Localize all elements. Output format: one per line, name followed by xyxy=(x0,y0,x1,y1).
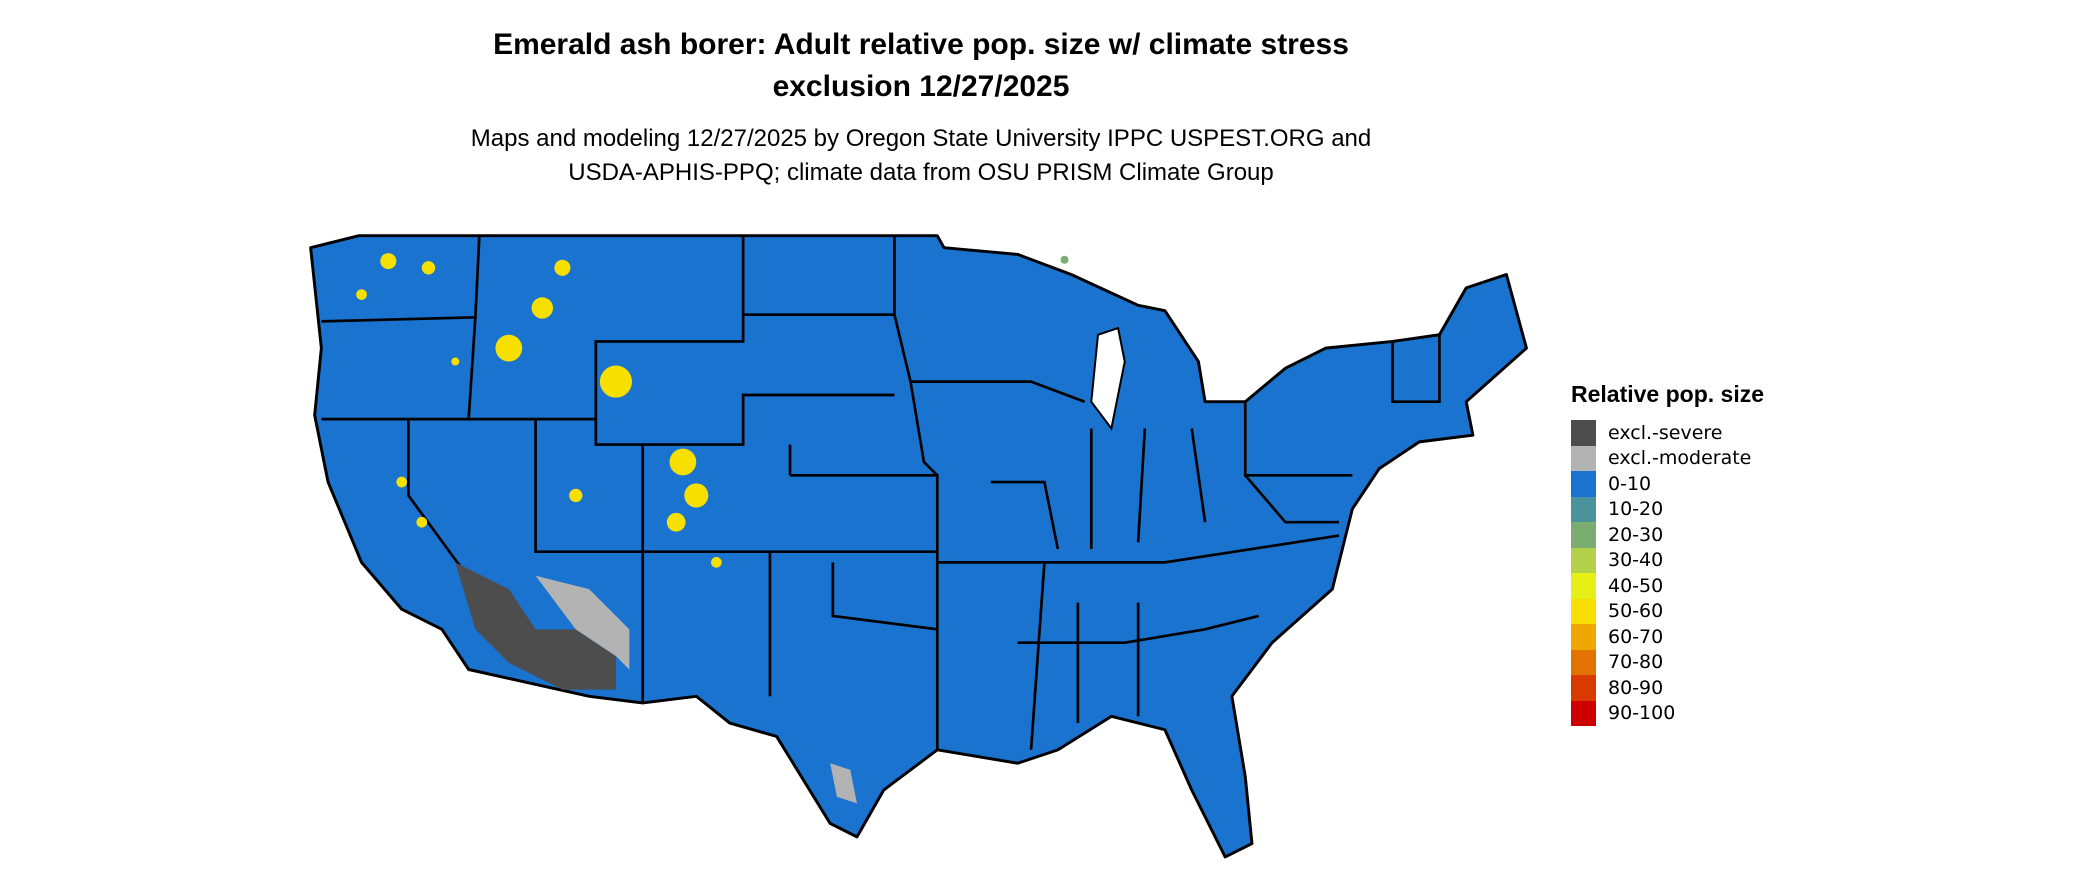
legend-label: 70-80 xyxy=(1608,651,1664,674)
legend-item: 80-90 xyxy=(1571,675,1764,701)
legend-swatch xyxy=(1571,420,1596,446)
legend-swatch xyxy=(1571,445,1596,471)
legend-item: 20-30 xyxy=(1571,522,1764,548)
map-title-line-1: Emerald ash borer: Adult relative pop. s… xyxy=(493,28,1349,61)
lake-michigan xyxy=(1090,326,1126,431)
legend-swatch xyxy=(1571,649,1596,675)
legend-swatch xyxy=(1571,496,1596,522)
legend-label: excl.-moderate xyxy=(1608,447,1752,470)
legend-label: 30-40 xyxy=(1608,549,1664,572)
legend-label: 50-60 xyxy=(1608,600,1664,623)
legend-label: excl.-severe xyxy=(1608,421,1723,444)
legend-label: 0-10 xyxy=(1608,472,1652,495)
legend-swatch xyxy=(1571,624,1596,650)
legend-item: 60-70 xyxy=(1571,624,1764,650)
legend-label: 80-90 xyxy=(1608,676,1664,699)
legend-item: 30-40 xyxy=(1571,547,1764,573)
state-borders xyxy=(321,235,1441,750)
legend-swatch xyxy=(1571,675,1596,701)
exclusion-areas xyxy=(455,562,857,804)
legend-swatch xyxy=(1571,598,1596,624)
legend-swatch xyxy=(1571,522,1596,548)
legend-item: 40-50 xyxy=(1571,573,1764,599)
legend-swatch xyxy=(1571,573,1596,599)
map-subtitle-line-1: Maps and modeling 12/27/2025 by Oregon S… xyxy=(470,125,1372,152)
legend-item: excl.-moderate xyxy=(1571,445,1764,471)
legend-item: 10-20 xyxy=(1571,496,1764,522)
legend-item: 90-100 xyxy=(1571,700,1764,726)
legend-label: 60-70 xyxy=(1608,625,1664,648)
legend-label: 20-30 xyxy=(1608,523,1664,546)
legend-swatch xyxy=(1571,471,1596,497)
legend-item: excl.-severe xyxy=(1571,420,1764,446)
map-title-line-2: exclusion 12/27/2025 xyxy=(772,70,1070,103)
legend-title: Relative pop. size xyxy=(1571,381,1765,407)
high-suitability-areas xyxy=(356,253,1069,568)
legend: Relative pop. size excl.-severe excl.-mod… xyxy=(1571,381,1764,726)
us-land xyxy=(309,234,1528,859)
legend-label: 10-20 xyxy=(1608,498,1664,521)
legend-item: 70-80 xyxy=(1571,649,1764,675)
legend-label: 90-100 xyxy=(1608,702,1676,725)
legend-swatch xyxy=(1571,700,1596,726)
legend-item: 0-10 xyxy=(1571,471,1764,497)
legend-swatch xyxy=(1571,547,1596,573)
legend-label: 40-50 xyxy=(1608,574,1664,597)
map-subtitle-line-2: USDA-APHIS-PPQ; climate data from OSU PR… xyxy=(568,159,1274,186)
legend-item: 50-60 xyxy=(1571,598,1764,624)
